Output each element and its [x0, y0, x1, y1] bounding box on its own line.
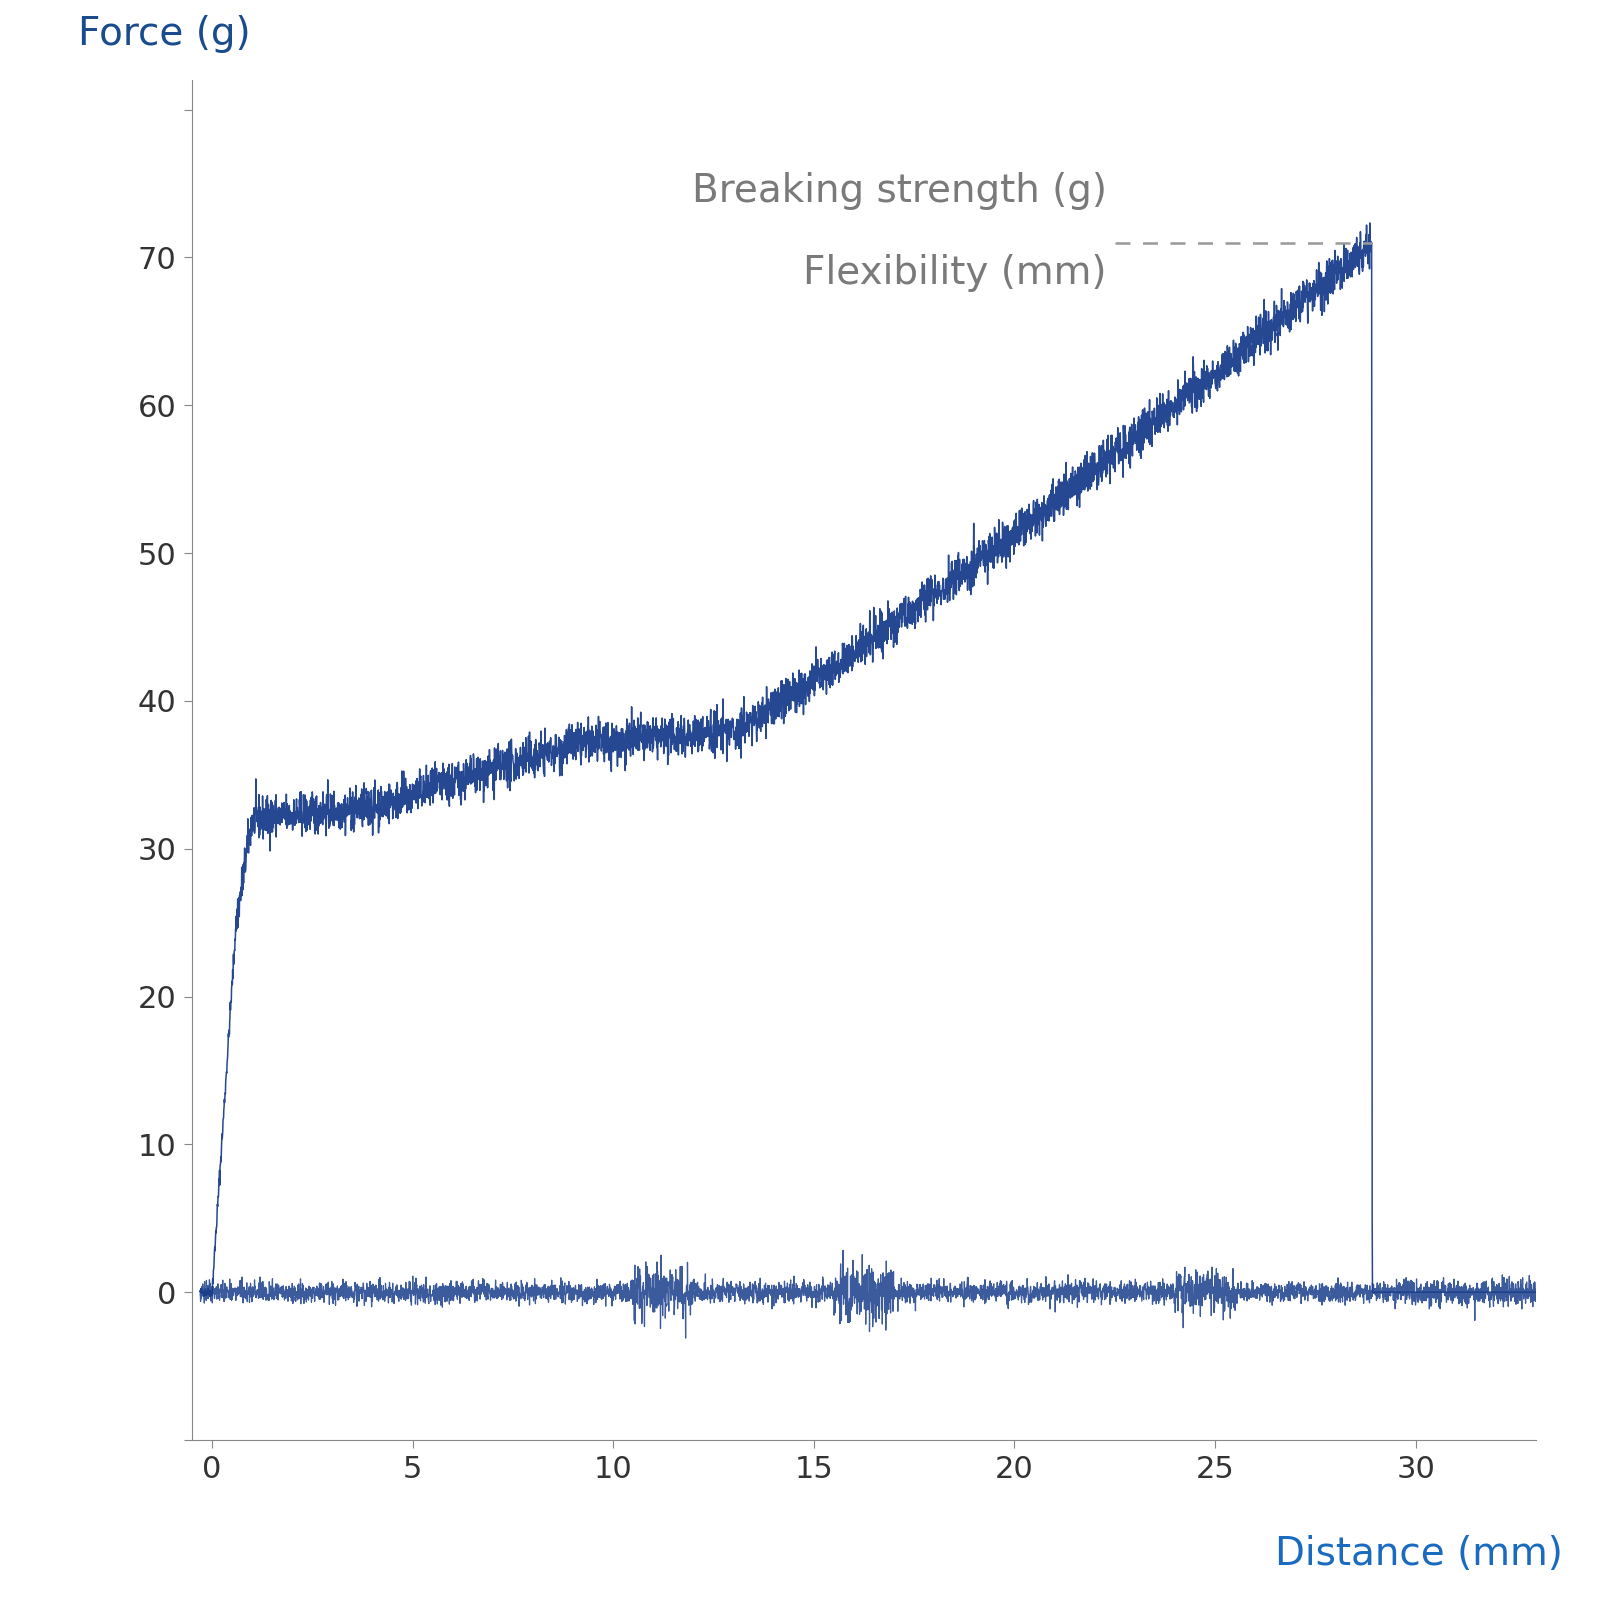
- Y-axis label: Force (g): Force (g): [78, 14, 250, 53]
- Text: Breaking strength (g): Breaking strength (g): [691, 173, 1107, 210]
- Text: Flexibility (mm): Flexibility (mm): [803, 254, 1107, 293]
- X-axis label: Distance (mm): Distance (mm): [1275, 1536, 1563, 1573]
